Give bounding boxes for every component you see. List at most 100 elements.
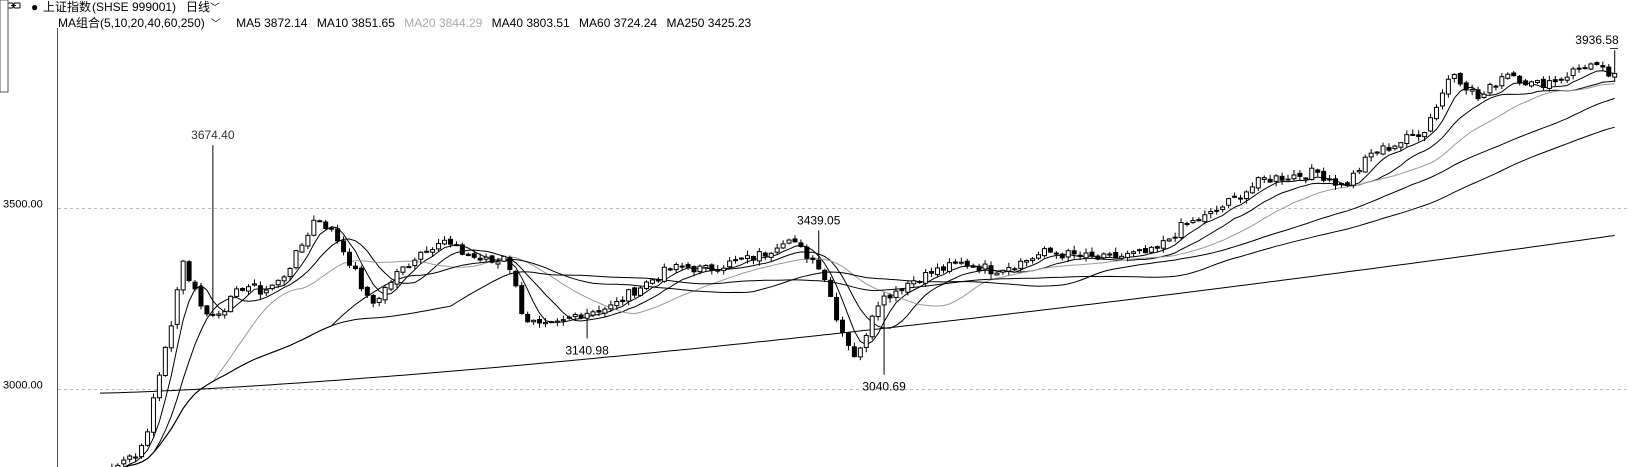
candle: [1000, 269, 1006, 275]
candle-body-down: [667, 268, 673, 271]
candle-body-down: [887, 294, 893, 299]
candle: [834, 292, 840, 323]
candle: [566, 315, 572, 320]
candle-body-up: [970, 265, 976, 268]
candle-body-down: [1606, 66, 1612, 77]
candle: [727, 257, 733, 270]
candle-body-up: [1024, 260, 1030, 263]
ma5-value: MA5 3872.14: [236, 16, 308, 30]
candle-body-down: [364, 286, 370, 296]
candle-body-up: [311, 219, 317, 236]
candle-body-down: [845, 332, 851, 346]
period-selector[interactable]: 日线﹀: [186, 0, 220, 16]
candle-body-up: [251, 283, 257, 286]
candle: [750, 255, 756, 265]
candle: [121, 456, 127, 467]
extreme-label: 3674.40: [191, 128, 235, 142]
ma250-value: MA250 3425.23: [666, 16, 752, 30]
candle-body-up: [1368, 152, 1374, 158]
candle-body-down: [798, 242, 804, 247]
left-collapse-tab[interactable]: [0, 0, 9, 93]
candle-body-up: [1362, 156, 1368, 173]
candle: [1030, 256, 1036, 264]
candle-body-up: [614, 300, 620, 307]
candle-body-up: [483, 256, 489, 260]
candle: [673, 262, 679, 273]
candle-body-up: [608, 304, 614, 310]
candle: [1279, 172, 1285, 185]
candle: [1558, 77, 1564, 84]
candle-body-down: [240, 287, 246, 291]
candle-body-down: [465, 253, 471, 257]
candle-body-down: [632, 287, 638, 296]
candle-body-up: [329, 227, 335, 230]
candle: [667, 267, 673, 272]
candle-body-down: [940, 266, 946, 271]
candle: [626, 288, 632, 306]
candle: [1131, 250, 1137, 257]
candle-body-down: [1047, 247, 1053, 253]
candle: [174, 287, 180, 329]
candle-body-up: [1469, 88, 1475, 92]
candle-body-up: [626, 289, 632, 302]
candle-body-down: [341, 240, 347, 253]
candle: [537, 315, 543, 328]
candle: [507, 255, 513, 275]
candle-body-down: [1410, 133, 1416, 136]
candle: [531, 319, 537, 325]
candle-body-up: [697, 265, 703, 273]
candle-body-down: [899, 289, 905, 292]
candle-body-down: [1386, 147, 1392, 151]
candle-body-up: [1445, 78, 1451, 95]
candle: [1540, 76, 1546, 91]
candle: [703, 264, 709, 272]
candle-body-down: [679, 265, 685, 268]
candle-body-up: [602, 308, 608, 314]
candle: [1517, 74, 1523, 86]
candle: [1315, 168, 1321, 177]
candle-body-down: [840, 319, 845, 333]
candle: [1119, 253, 1125, 261]
candle: [204, 304, 210, 317]
candle: [1190, 217, 1196, 224]
candle: [679, 262, 685, 271]
candle-body-down: [346, 251, 352, 266]
candle-body-up: [1243, 191, 1249, 200]
candle: [210, 145, 216, 318]
candle-body-up: [1582, 67, 1588, 70]
candle: [222, 308, 228, 319]
candle: [840, 316, 845, 337]
candle: [1368, 148, 1374, 162]
candle-body-up: [1356, 169, 1362, 173]
candle: [608, 300, 614, 313]
candle-body-up: [1350, 172, 1356, 186]
candle: [436, 238, 442, 252]
candle-body-down: [1327, 178, 1333, 181]
candle: [234, 286, 240, 298]
candle-body-up: [590, 311, 596, 316]
candle: [293, 249, 299, 270]
candle: [602, 306, 608, 317]
candle-body-up: [905, 282, 911, 293]
candle-body-down: [976, 265, 982, 272]
candle-body-down: [513, 270, 519, 287]
candle-body-up: [1392, 145, 1398, 150]
candle-body-down: [1279, 175, 1285, 181]
candle: [1552, 75, 1558, 86]
candle-body-down: [1374, 151, 1380, 154]
title-bar: ● 上证指数 (SHSE 999001) 日线﹀: [0, 0, 1639, 14]
candle-body-down: [1552, 79, 1558, 83]
ma-group-selector[interactable]: MA组合(5,10,20,40,60,250) ﹀: [58, 16, 227, 30]
candle: [192, 279, 198, 292]
candle: [251, 279, 257, 287]
candle: [1285, 174, 1291, 182]
candle-body-up: [1398, 142, 1404, 148]
candle: [845, 331, 851, 351]
candle-body-up: [1428, 117, 1434, 132]
candle: [418, 251, 424, 265]
candle: [1404, 130, 1410, 148]
candle-body-down: [1333, 178, 1339, 186]
candle: [364, 286, 370, 299]
candle: [1196, 217, 1202, 222]
